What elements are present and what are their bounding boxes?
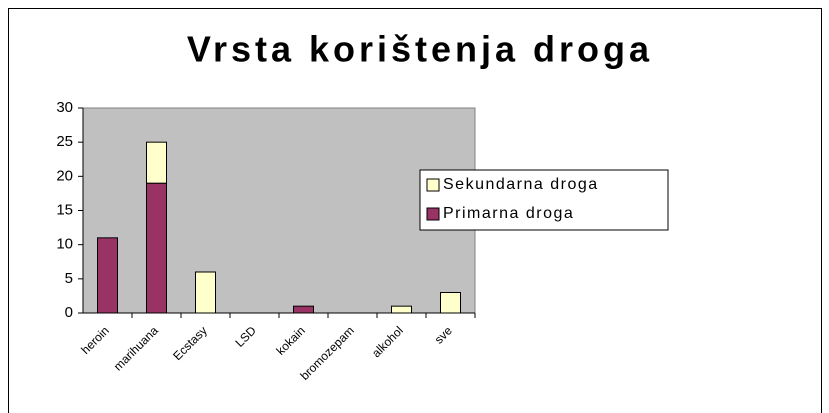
- bar-segment: [440, 292, 461, 314]
- legend-swatch: [426, 207, 440, 221]
- legend-swatch: [426, 178, 440, 192]
- bar-segment: [97, 237, 118, 314]
- y-tick-label: 0: [65, 304, 73, 321]
- y-tick-label: 10: [56, 236, 73, 253]
- chart-title: Vrsta korištenja droga: [187, 29, 653, 70]
- y-tick-label: 20: [56, 167, 73, 184]
- y-tick-label: 30: [56, 99, 73, 116]
- y-tick-label: 25: [56, 133, 73, 150]
- bar-segment: [293, 305, 314, 314]
- bar-segment: [391, 305, 412, 314]
- legend-label: Primarna droga: [443, 205, 574, 222]
- legend-label: Sekundarna droga: [443, 176, 599, 193]
- bar-segment: [146, 182, 167, 314]
- plot-area: [82, 107, 476, 314]
- bar-segment: [195, 271, 216, 314]
- legend-box: [419, 169, 669, 231]
- y-tick-label: 15: [56, 201, 73, 218]
- y-tick-label: 5: [65, 270, 73, 287]
- bar-segment: [146, 141, 167, 184]
